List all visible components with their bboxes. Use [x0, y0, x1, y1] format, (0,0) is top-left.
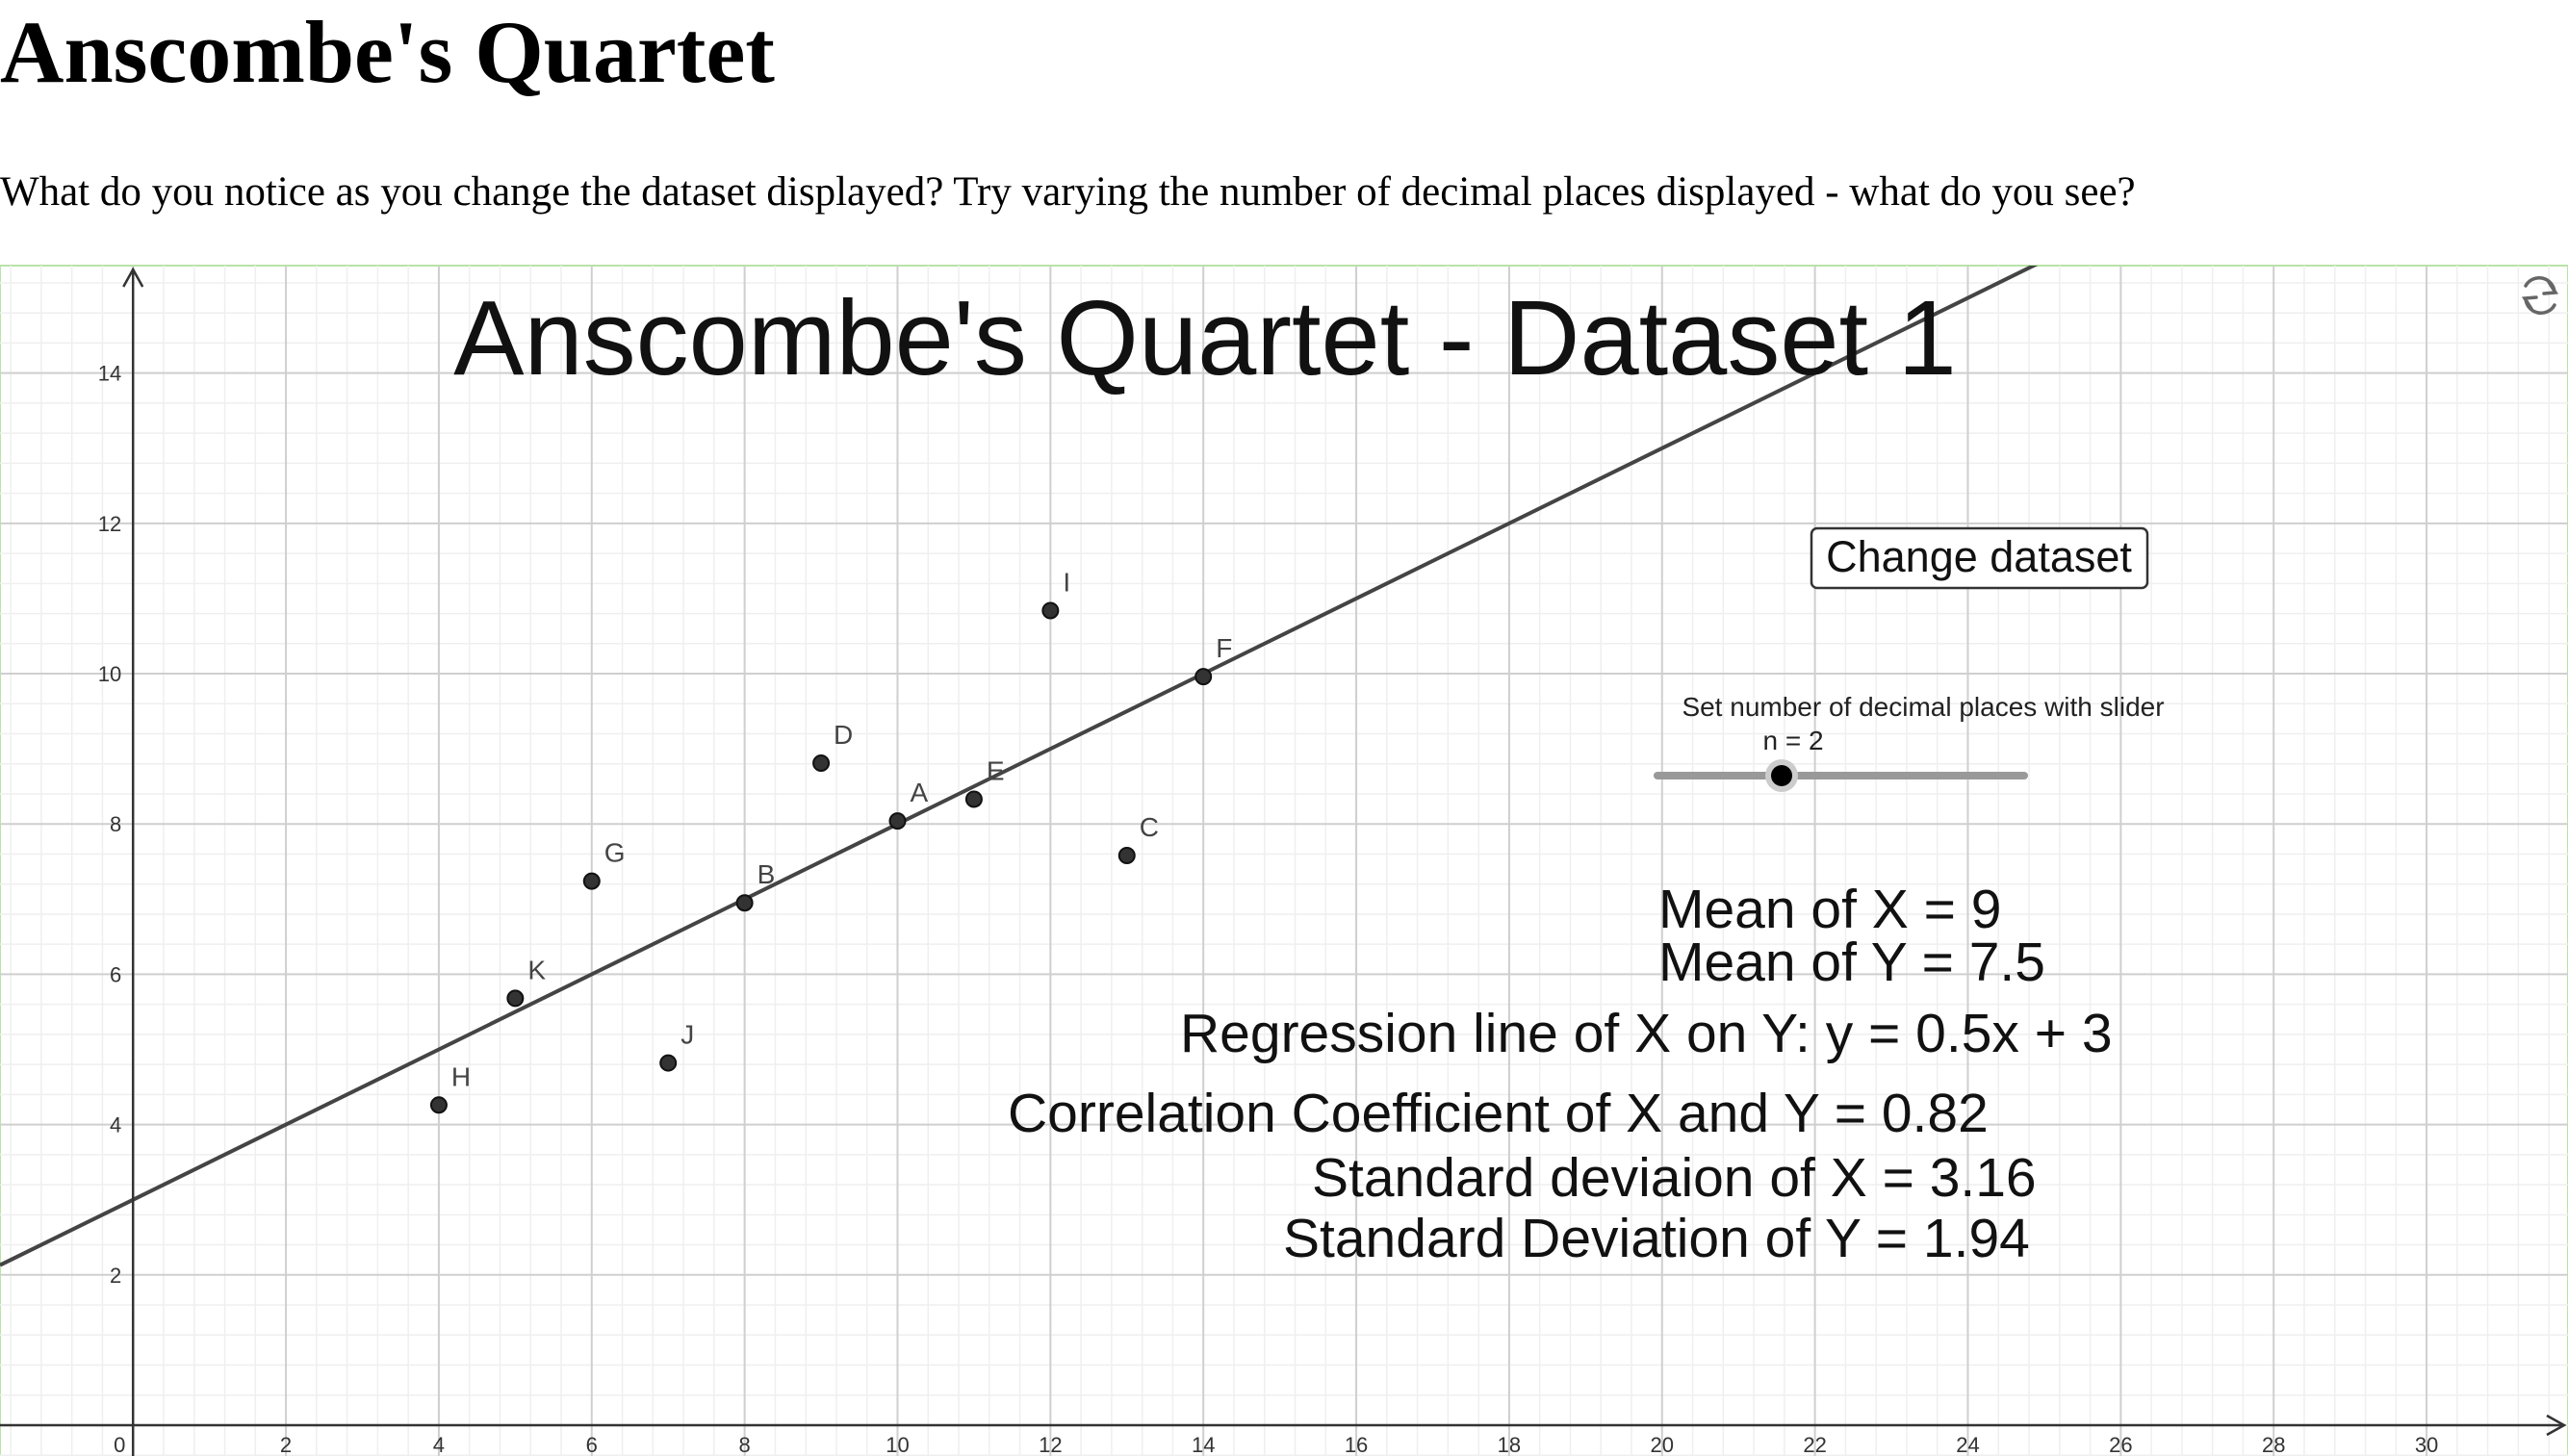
stat-text: Standard Deviation of Y = 1.94: [1283, 1208, 2030, 1269]
data-point: [1194, 668, 1213, 686]
y-tick-label: 10: [98, 662, 121, 686]
x-tick-label: 24: [1956, 1433, 1979, 1456]
x-tick-label: 0: [114, 1433, 125, 1456]
y-tick-label: 6: [110, 962, 121, 986]
point-label: I: [1063, 567, 1070, 597]
x-tick-label: 8: [739, 1433, 751, 1456]
x-tick-label: 26: [2109, 1433, 2132, 1456]
point-label: A: [910, 778, 928, 807]
stat-text: Mean of X = 9: [1658, 879, 2001, 940]
chart-title: Anscombe's Quartet - Dataset 1: [453, 279, 1957, 397]
slider-label: n = 2: [1762, 726, 1823, 755]
x-axis-arrow: [2546, 1414, 2567, 1437]
prompt: What do you notice as you change the dat…: [0, 169, 2136, 215]
point-label: H: [451, 1061, 471, 1091]
data-point: [1117, 847, 1136, 865]
button-label[interactable]: Change dataset: [1826, 532, 2132, 581]
x-tick-label: 12: [1039, 1433, 1062, 1456]
point-label: E: [987, 755, 1005, 785]
y-tick-label: 14: [98, 362, 121, 386]
point-label: K: [527, 955, 546, 984]
point-label: B: [758, 859, 776, 889]
stat-text: Standard deviaion of X = 3.16: [1312, 1147, 2037, 1209]
y-tick-label: 12: [98, 512, 121, 536]
stat-text: Mean of Y = 7.5: [1658, 932, 2045, 993]
y-tick-label: 8: [110, 812, 121, 836]
x-tick-label: 16: [1345, 1433, 1368, 1456]
page-title: Anscombe's Quartet: [0, 3, 775, 101]
x-tick-label: 10: [886, 1433, 909, 1456]
change-dataset-button[interactable]: [1810, 526, 2149, 590]
x-tick-label: 2: [280, 1433, 292, 1456]
data-point: [429, 1096, 448, 1114]
point-label: F: [1216, 633, 1232, 663]
data-point: [506, 989, 525, 1008]
x-tick-label: 14: [1192, 1433, 1215, 1456]
slider-knob[interactable]: [1771, 765, 1792, 786]
x-tick-label: 30: [2415, 1433, 2438, 1456]
y-tick-label: 4: [110, 1113, 121, 1137]
data-point: [582, 872, 601, 890]
data-point: [735, 894, 754, 912]
plot-area: [0, 265, 2568, 1456]
x-tick-label: 18: [1498, 1433, 1521, 1456]
slider-caption: Set number of decimal places with slider: [1682, 692, 2164, 722]
data-point: [659, 1054, 678, 1072]
x-tick-label: 6: [586, 1433, 598, 1456]
x-tick-label: 4: [433, 1433, 445, 1456]
point-label: D: [834, 720, 853, 750]
x-tick-label: 20: [1651, 1433, 1674, 1456]
data-point: [1041, 601, 1060, 620]
data-point: [888, 812, 907, 830]
point-label: C: [1140, 812, 1159, 842]
y-tick-label: 2: [110, 1264, 121, 1288]
x-tick-label: 22: [1803, 1433, 1826, 1456]
x-tick-label: 28: [2262, 1433, 2285, 1456]
data-point: [812, 754, 831, 772]
point-label: G: [604, 838, 626, 868]
stat-text: Correlation Coefficient of X and Y = 0.8…: [1008, 1083, 1989, 1144]
data-point: [964, 790, 983, 808]
refresh-icon[interactable]: [2521, 276, 2559, 315]
regression-line: [0, 266, 2039, 1267]
stat-text: Regression line of X on Y: y = 0.5x + 3: [1180, 1003, 2113, 1064]
point-label: J: [681, 1020, 694, 1050]
y-axis-arrow: [122, 267, 144, 288]
